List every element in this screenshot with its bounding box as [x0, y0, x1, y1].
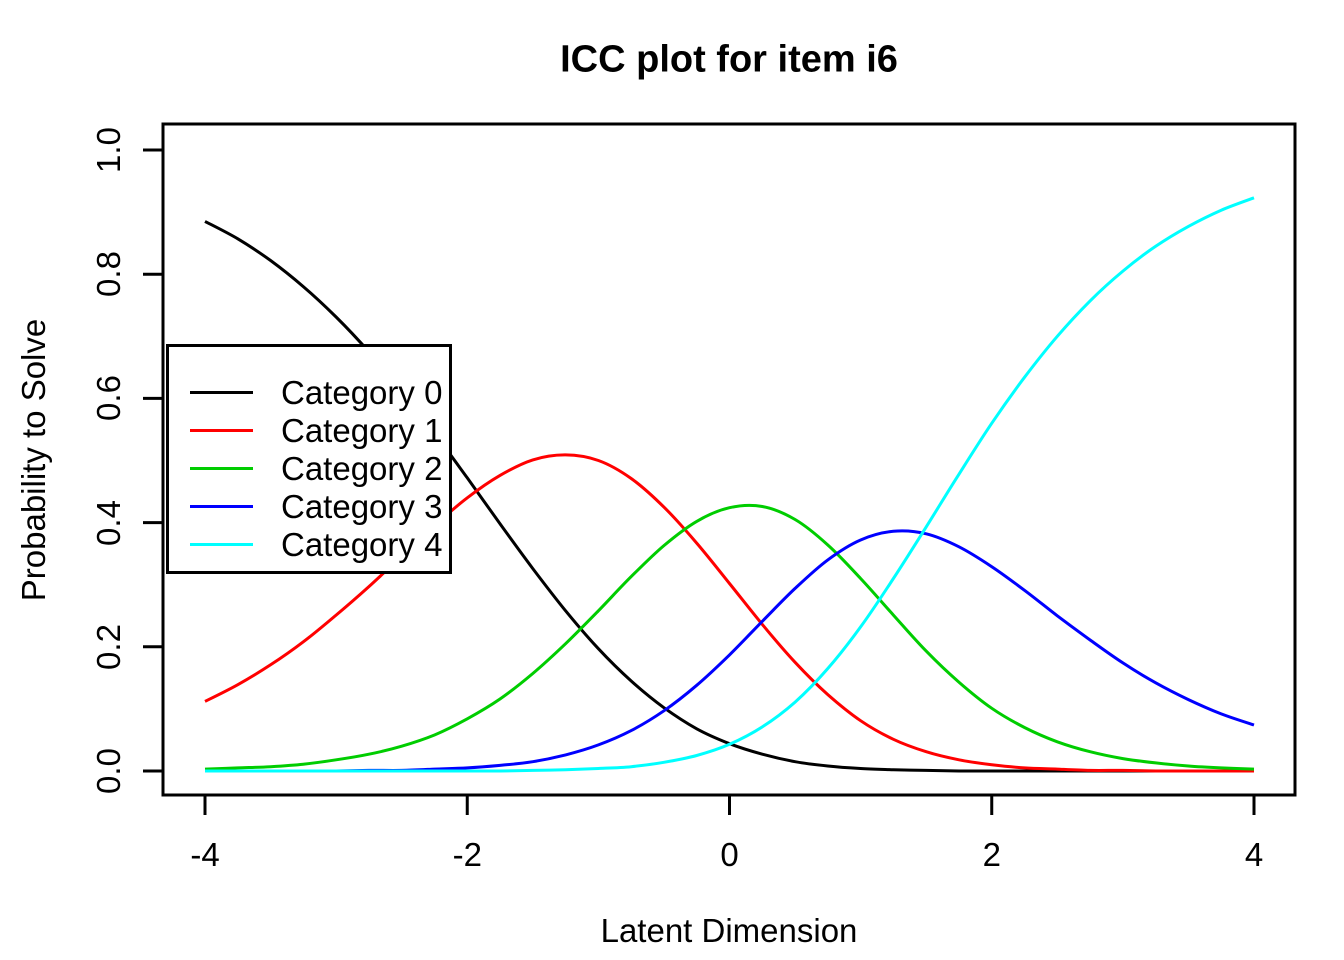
y-axis-title: Probability to Solve: [15, 318, 52, 602]
legend-item-category-1: Category 1: [169, 411, 449, 449]
y-tick-label: 0.4: [90, 499, 127, 546]
chart-title: ICC plot for item i6: [560, 38, 898, 81]
y-tick-label: 0.6: [90, 375, 127, 422]
legend-line-sample: [190, 390, 253, 394]
curve-category-4: [204, 196, 1255, 773]
legend-label: Category 4: [281, 525, 443, 563]
x-tick-label: -2: [452, 836, 482, 873]
legend-item-category-2: Category 2: [169, 449, 449, 487]
y-tick-label: 0.8: [90, 251, 127, 298]
legend: Category 0 Category 1 Category 2 Category 3…: [166, 344, 452, 574]
curve-category-1: [204, 453, 1254, 773]
x-tick-label: -4: [190, 836, 220, 873]
curve-category-2: [204, 503, 1255, 771]
legend-item-category-0: Category 0: [169, 373, 449, 411]
y-tick-label: 1.0: [90, 127, 127, 173]
y-tick-label: 0.2: [90, 623, 127, 670]
legend-label: Category 1: [281, 411, 443, 449]
legend-line-sample: [190, 466, 253, 470]
x-axis-title: Latent Dimension: [600, 912, 858, 949]
x-tick-label: 2: [982, 836, 1001, 873]
legend-line-sample: [190, 504, 253, 508]
legend-label: Category 3: [281, 487, 443, 525]
legend-line-sample: [190, 542, 253, 546]
legend-label: Category 2: [281, 449, 443, 487]
x-tick-label: 4: [1244, 836, 1264, 873]
legend-item-category-4: Category 4: [169, 525, 449, 563]
legend-item-category-3: Category 3: [169, 487, 449, 525]
y-tick-label: 0.0: [90, 748, 127, 794]
x-tick-label: 0: [720, 836, 739, 873]
legend-label: Category 0: [281, 373, 443, 411]
legend-line-sample: [190, 428, 253, 432]
